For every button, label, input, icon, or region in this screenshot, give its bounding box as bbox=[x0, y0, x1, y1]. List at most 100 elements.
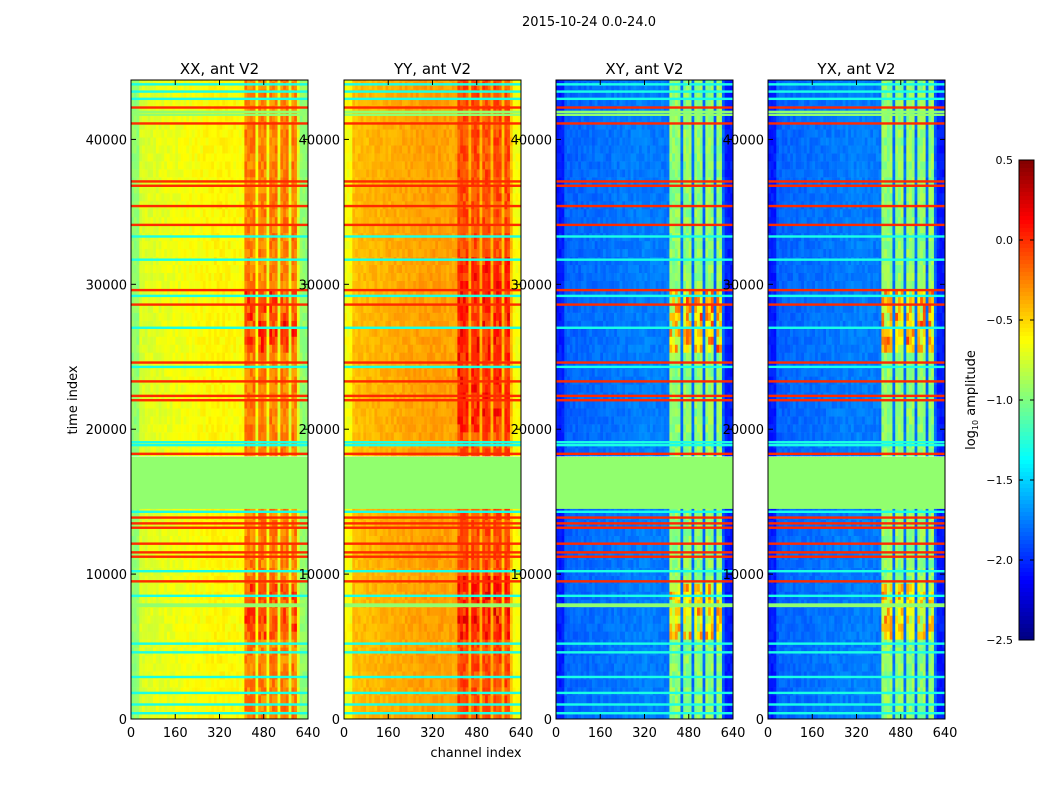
heatmap-cell bbox=[277, 655, 281, 664]
heatmap-cell bbox=[236, 240, 240, 250]
heatmap-cell bbox=[161, 400, 165, 409]
heatmap-cell bbox=[285, 575, 289, 584]
heatmap-cell bbox=[252, 97, 256, 106]
heatmap-cell bbox=[178, 695, 182, 704]
heatmap-cell bbox=[299, 97, 303, 106]
heatmap-cell bbox=[288, 312, 292, 321]
heatmap-cell bbox=[291, 296, 295, 305]
heatmap-cell bbox=[158, 703, 162, 712]
heatmap-cell bbox=[158, 695, 162, 704]
heatmap-cell bbox=[233, 527, 237, 537]
heatmap-cell bbox=[296, 80, 301, 82]
heatmap-cell bbox=[202, 623, 206, 632]
heatmap-cell bbox=[175, 615, 179, 624]
heatmap-cell bbox=[294, 575, 298, 584]
heatmap-cell bbox=[208, 671, 212, 680]
heatmap-cell bbox=[280, 384, 284, 393]
heatmap-cell bbox=[305, 81, 309, 90]
heatmap-cell bbox=[274, 408, 278, 417]
heatmap-cell bbox=[258, 695, 262, 704]
heatmap-cell bbox=[139, 368, 143, 377]
heatmap-cell bbox=[155, 400, 159, 409]
heatmap-cell bbox=[131, 320, 135, 329]
heatmap-cell bbox=[236, 280, 240, 289]
heatmap-cell bbox=[272, 240, 276, 250]
heatmap-cell bbox=[294, 216, 298, 226]
heatmap-cell bbox=[260, 296, 265, 305]
heatmap-cell bbox=[294, 185, 298, 194]
heatmap-cell bbox=[208, 408, 212, 417]
heatmap-cell bbox=[272, 695, 276, 704]
heatmap-cell bbox=[161, 304, 165, 313]
heatmap-cell bbox=[180, 169, 184, 178]
heatmap-cell bbox=[272, 671, 276, 680]
heatmap-cell bbox=[191, 288, 195, 297]
heatmap-cell bbox=[197, 256, 201, 266]
heatmap-cell bbox=[197, 352, 201, 361]
heatmap-cell bbox=[233, 80, 237, 82]
heatmap-cell bbox=[178, 360, 182, 369]
x-tick-label: 160 bbox=[163, 726, 188, 741]
heatmap-cell bbox=[216, 193, 220, 202]
heatmap-cell bbox=[133, 400, 137, 409]
heatmap-cell bbox=[144, 89, 148, 98]
heatmap-cell bbox=[233, 105, 237, 114]
heatmap-cell bbox=[258, 687, 262, 696]
heatmap-cell bbox=[266, 344, 270, 353]
heatmap-cell bbox=[241, 583, 245, 592]
heatmap-cell bbox=[208, 208, 212, 218]
heatmap-cell bbox=[249, 695, 253, 704]
heatmap-cell bbox=[155, 240, 159, 250]
heatmap-cell bbox=[247, 352, 251, 361]
heatmap-cell bbox=[202, 89, 206, 98]
heatmap-cell bbox=[189, 663, 193, 672]
heatmap-cell bbox=[230, 607, 234, 616]
heatmap-cell bbox=[299, 631, 303, 640]
heatmap-cell bbox=[153, 527, 157, 537]
heatmap-cell bbox=[294, 607, 298, 616]
heatmap-cell bbox=[172, 81, 176, 90]
heatmap-cell bbox=[241, 344, 245, 353]
heatmap-cell bbox=[213, 137, 218, 146]
heatmap-cell bbox=[191, 208, 195, 218]
heatmap-cell bbox=[233, 185, 237, 194]
heatmap-cell bbox=[288, 583, 292, 592]
heatmap-cell bbox=[299, 607, 303, 616]
heatmap-cell bbox=[166, 137, 171, 146]
heatmap-cell bbox=[133, 687, 137, 696]
heatmap-cell bbox=[180, 145, 184, 154]
heatmap-cell bbox=[172, 320, 176, 329]
heatmap-cell bbox=[169, 113, 173, 122]
heatmap-cell bbox=[186, 248, 190, 258]
heatmap-cell bbox=[131, 575, 135, 584]
heatmap-cell bbox=[194, 631, 198, 640]
heatmap-cell bbox=[133, 575, 137, 584]
heatmap-cell bbox=[191, 161, 195, 170]
heatmap-cell bbox=[305, 655, 309, 664]
heatmap-cell bbox=[186, 264, 190, 274]
heatmap-cell bbox=[178, 368, 182, 377]
heatmap-cell bbox=[205, 312, 209, 321]
heatmap-cell bbox=[208, 185, 212, 194]
heatmap-cell bbox=[202, 248, 206, 258]
heatmap-cell bbox=[377, 711, 381, 720]
heatmap-cell bbox=[305, 240, 309, 250]
heatmap-cell bbox=[288, 352, 292, 361]
heatmap-cell bbox=[227, 288, 231, 297]
heatmap-cell bbox=[155, 185, 159, 194]
heatmap-cell bbox=[244, 687, 248, 696]
heatmap-cell bbox=[296, 687, 301, 696]
heatmap-cell bbox=[465, 711, 469, 720]
heatmap-cell bbox=[194, 216, 198, 226]
heatmap-cell bbox=[136, 224, 140, 234]
heatmap-cell bbox=[260, 575, 265, 584]
heatmap-cell bbox=[274, 81, 278, 90]
heatmap-cell bbox=[169, 208, 173, 218]
heatmap-cell bbox=[263, 280, 267, 289]
heatmap-cell bbox=[233, 655, 237, 664]
heatmap-cell bbox=[269, 623, 273, 632]
heatmap-cell bbox=[305, 80, 309, 82]
heatmap-cell bbox=[222, 623, 226, 632]
heatmap-cell bbox=[285, 312, 289, 321]
